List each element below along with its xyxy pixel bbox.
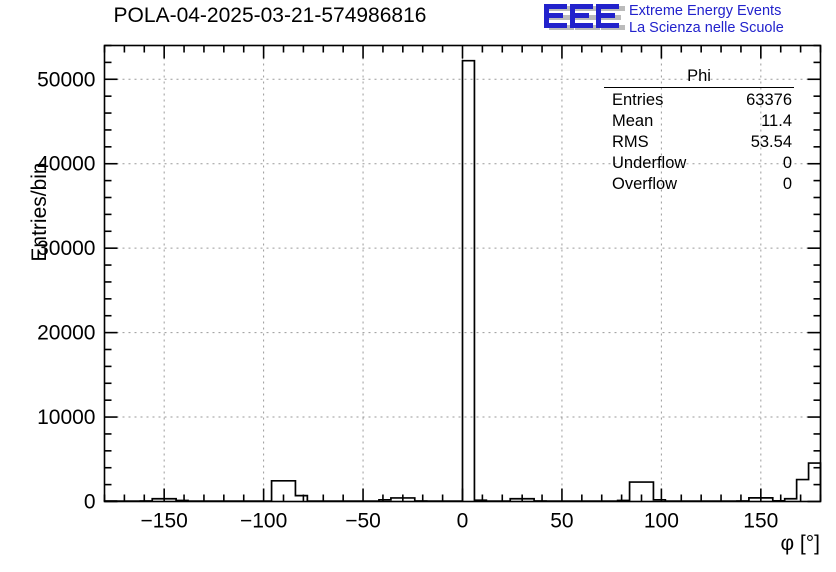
stats-row: Underflow 0	[604, 153, 794, 174]
svg-text:10000: 10000	[37, 406, 95, 429]
stats-box: Phi Entries 63376 Mean 11.4 RMS 53.54 Underflo…	[604, 66, 794, 195]
stats-row: Mean 11.4	[604, 111, 794, 132]
eee-logo-text: Extreme Energy Events La Scienza nelle S…	[629, 3, 784, 37]
stats-row-value: 0	[782, 154, 792, 172]
eee-logo-line1: Extreme Energy Events	[629, 3, 782, 19]
stats-row-name: Entries	[612, 91, 664, 109]
stats-row-value: 53.54	[750, 133, 792, 151]
stats-row-name: Overflow	[612, 175, 678, 193]
y-axis-title: Entries/bin	[28, 162, 51, 262]
x-axis-tick-labels: −150 −100 −50 0 50 100 150	[141, 510, 779, 533]
y-axis-tick-labels: 0 10000 20000 30000 40000 50000	[37, 68, 95, 513]
svg-text:100: 100	[644, 510, 679, 533]
stats-row-name: Mean	[612, 112, 654, 130]
svg-text:150: 150	[743, 510, 778, 533]
stats-row-name: Underflow	[612, 154, 687, 172]
stats-row-name: RMS	[612, 133, 649, 151]
eee-logo-line2: La Scienza nelle Scuole	[629, 20, 784, 36]
stats-box-title: Phi	[604, 66, 794, 88]
x-axis-title: φ [°]	[780, 532, 820, 555]
stats-row-value: 11.4	[761, 112, 792, 130]
stats-row: Overflow 0	[604, 174, 794, 195]
histogram-outline	[103, 59, 822, 503]
x-axis-ticks	[103, 45, 822, 502]
stats-row-value: 0	[782, 175, 792, 193]
grid-lines	[104, 45, 821, 502]
eee-logo-mark	[544, 4, 625, 30]
svg-text:40000: 40000	[37, 153, 95, 176]
page-title: POLA-04-2025-03-21-574986816	[113, 4, 427, 27]
svg-text:20000: 20000	[37, 322, 95, 345]
svg-text:−150: −150	[141, 510, 188, 533]
svg-text:0: 0	[457, 510, 469, 533]
svg-text:−100: −100	[240, 510, 287, 533]
svg-text:0: 0	[84, 491, 96, 514]
stats-box-rows: Entries 63376 Mean 11.4 RMS 53.54 Underflow 0 Ov…	[604, 90, 794, 195]
svg-text:−50: −50	[345, 510, 381, 533]
eee-logo-letters	[544, 4, 619, 28]
eee-logo: Extreme Energy Events La Scienza nelle S…	[541, 2, 836, 38]
svg-text:30000: 30000	[37, 237, 95, 260]
stats-row: RMS 53.54	[604, 132, 794, 153]
stats-row-value: 63376	[746, 91, 792, 109]
svg-text:50: 50	[550, 510, 573, 533]
svg-text:50000: 50000	[37, 68, 95, 91]
y-axis-ticks	[104, 44, 821, 503]
stats-row: Entries 63376	[604, 90, 794, 111]
